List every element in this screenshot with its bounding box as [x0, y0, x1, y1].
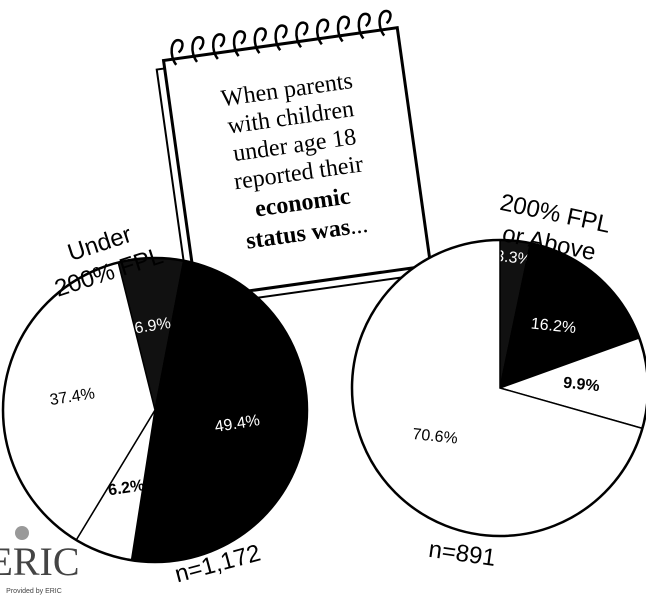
pie-outline: [1, 256, 309, 564]
notepad-page: [161, 25, 433, 300]
pie-outline: [350, 238, 646, 538]
ring: [253, 27, 267, 54]
ring: [232, 30, 247, 57]
sample-size: n=891: [427, 536, 498, 572]
ring: [357, 12, 371, 40]
slice-label: 70.6%: [412, 426, 459, 448]
slice-label: 9.9%: [562, 375, 600, 396]
slice-label: 16.2%: [530, 315, 577, 337]
slice-label: 6.2%: [107, 477, 146, 500]
ring: [378, 9, 392, 37]
logo-dot: [15, 526, 29, 540]
slice-label: 6.9%: [133, 315, 172, 338]
ring: [316, 18, 330, 46]
spiral-rings: [170, 9, 392, 66]
logo-caption: Provided by ERIC: [6, 588, 62, 595]
logo-text: ERIC: [0, 539, 80, 584]
ring: [212, 33, 226, 60]
slice-label: 49.4%: [214, 412, 261, 436]
ring: [336, 15, 351, 43]
ring: [191, 36, 205, 63]
slice-label: 37.4%: [49, 385, 96, 409]
ring: [295, 21, 309, 49]
ring: [274, 24, 288, 51]
slice-label: 3.3%: [494, 248, 532, 269]
ring: [170, 38, 184, 66]
notepad: When parents with children under age 18 …: [155, 9, 433, 309]
note-ellipsis: ...: [348, 211, 369, 239]
